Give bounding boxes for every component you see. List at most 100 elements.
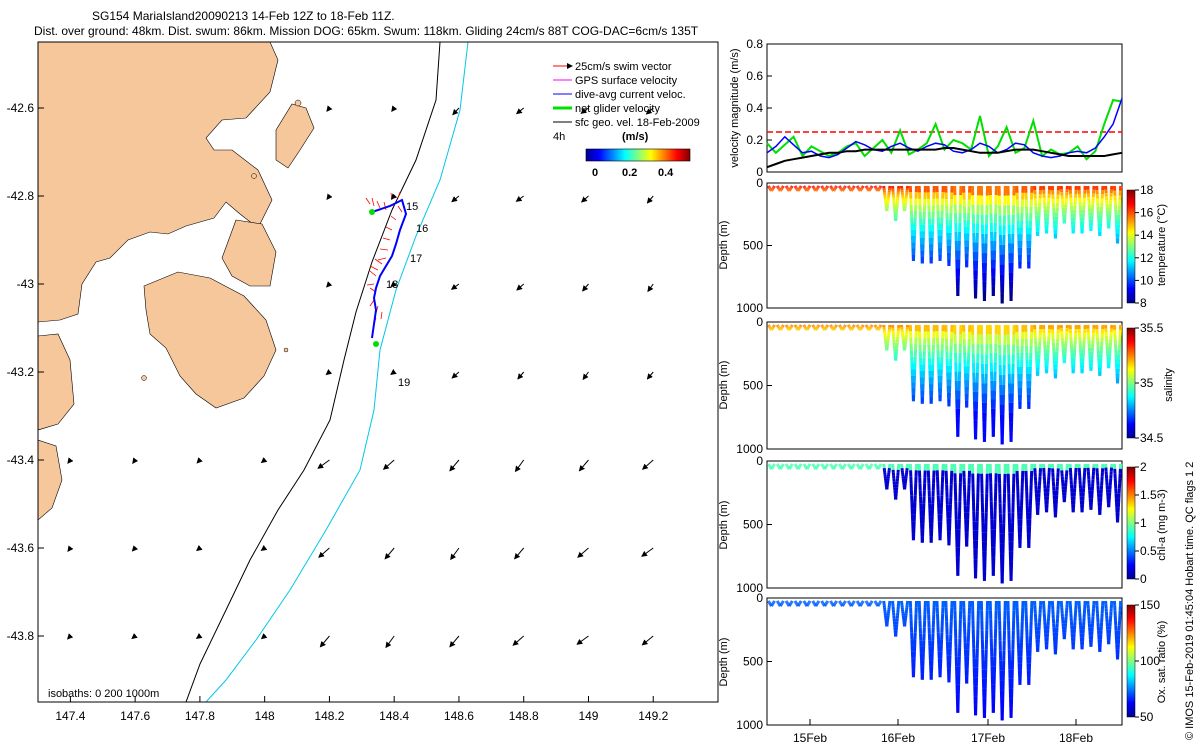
- oxygen-panel: Depth (m) Ox. sat. ratio (%) 05001000501…: [718, 591, 1168, 745]
- chla-panel: Depth (m) chl-a (mg m-3) 0500100000.511.…: [718, 454, 1168, 595]
- map-xtick-label: 148.2: [314, 709, 344, 723]
- time-xtick-label: 17Feb: [971, 731, 1005, 745]
- day-label-17: 17: [410, 253, 422, 265]
- oxygen-ylabel: Depth (m): [718, 638, 730, 687]
- oxygen-colorbar: [1127, 605, 1135, 717]
- day-label-18: 18: [386, 279, 398, 291]
- side-credit: © IMOS 15-Feb-2019 01:45:04 Hobart time.…: [1184, 462, 1196, 740]
- depth-ytick-label: 0: [756, 591, 763, 605]
- time-xtick-label: 16Feb: [881, 731, 915, 745]
- day-label-16: 16: [416, 223, 428, 235]
- salinity-clabel: salinity: [1163, 368, 1175, 402]
- net-glider-speed-line: [767, 100, 1122, 159]
- chla-colorbar: [1127, 467, 1135, 579]
- chla-ylabel: Depth (m): [718, 501, 730, 550]
- depth-ytick-label: 0: [756, 176, 763, 190]
- map-panel: 15 16 17 18 19 isobaths: 0 200 1000m 147…: [7, 42, 718, 723]
- dive-profiles: [768, 186, 1120, 304]
- colorbar-tick-2: 0.4: [658, 167, 674, 179]
- map-xtick-label: 148.6: [444, 709, 474, 723]
- depth-ytick-label: 500: [743, 239, 763, 253]
- colorbar-tick-label: 16: [1140, 206, 1154, 220]
- chla-clabel: chl-a (mg m-3): [1156, 489, 1168, 561]
- colorbar-tick-label: 100: [1140, 654, 1160, 668]
- map-xtick-label: 149: [578, 709, 598, 723]
- chla-frame: [767, 461, 1122, 588]
- colorbar-tick-label: 35: [1140, 376, 1154, 390]
- depth-ytick-label: 1000: [736, 301, 763, 315]
- temperature-panel: Depth (m) temperature (°C) 0 500 1000 8 10 12…: [718, 176, 1168, 315]
- depth-ytick-label: 0: [756, 315, 763, 329]
- islet-3: [142, 376, 147, 381]
- colorbar-tick-label: 10: [1140, 273, 1154, 287]
- temperature-colorbar: [1127, 190, 1135, 303]
- temperature-clabel: temperature (°C): [1156, 204, 1168, 286]
- colorbar-tick-label: 0: [1140, 572, 1147, 586]
- colorbar-tick-label: 1: [1140, 516, 1147, 530]
- salinity-frame: [767, 322, 1122, 449]
- title-line-1: SG154 MariaIsland20090213 14-Feb 12Z to …: [92, 9, 395, 23]
- colorbar-tick-label: 50: [1140, 710, 1154, 724]
- speed-colorbar: [586, 149, 690, 161]
- map-xtick-label: 147.6: [120, 709, 150, 723]
- dive-profiles: [768, 325, 1120, 444]
- speed-ytick-label: 0.8: [746, 37, 763, 51]
- islet-1: [295, 100, 301, 106]
- speed-panel: velocity magnitude (m/s) 00.20.40.60.8: [729, 37, 1122, 179]
- map-ytick-label: -43: [17, 277, 35, 291]
- legend-swim-label: 25cm/s swim vector: [575, 61, 672, 73]
- title-line-2: Dist. over ground: 48km. Dist. swum: 86k…: [34, 24, 699, 38]
- salinity-ylabel: Depth (m): [718, 361, 730, 410]
- isobaths-label: isobaths: 0 200 1000m: [48, 688, 159, 700]
- time-xtick-label: 18Feb: [1059, 731, 1093, 745]
- colorbar-tick-0: 0: [592, 167, 598, 179]
- time-xtick-label: 15Feb: [793, 731, 827, 745]
- colorbar-tick-label: 12: [1140, 251, 1154, 265]
- track-end-marker: [373, 341, 379, 347]
- oxygen-frame: [767, 598, 1122, 725]
- map-xtick-label: 149.2: [638, 709, 668, 723]
- legend-dac-label: dive-avg current veloc.: [575, 89, 686, 101]
- map-xtick-label: 148.4: [379, 709, 409, 723]
- day-label-19: 19: [398, 377, 410, 389]
- depth-ytick-label: 1000: [736, 718, 763, 732]
- day-label-15: 15: [406, 201, 418, 213]
- dive-profiles: [768, 464, 1120, 583]
- depth-ytick-label: 500: [743, 379, 763, 393]
- islet-4: [284, 348, 288, 352]
- speed-ytick-label: 0.2: [746, 133, 763, 147]
- map-ytick-label: -42.8: [7, 189, 35, 203]
- track-start-marker: [369, 209, 375, 215]
- map-xtick-label: 148: [255, 709, 275, 723]
- map-ytick-label: -43.6: [7, 541, 35, 555]
- colorbar-tick-label: 1.5: [1140, 488, 1157, 502]
- legend-interval-label: 4h: [553, 131, 565, 143]
- colorbar-tick-label: 14: [1140, 228, 1154, 242]
- speed-ytick-label: 0.4: [746, 101, 763, 115]
- colorbar-tick-label: 35.5: [1140, 321, 1164, 335]
- colorbar-tick-label: 8: [1140, 296, 1147, 310]
- speed-ylabel: velocity magnitude (m/s): [729, 48, 741, 167]
- temperature-ylabel: Depth (m): [718, 221, 730, 270]
- map-ytick-label: -43.4: [7, 453, 35, 467]
- colorbar-tick-label: 18: [1140, 183, 1154, 197]
- speed-ytick-label: 0.6: [746, 69, 763, 83]
- colorbar-tick-1: 0.2: [622, 167, 637, 179]
- colorbar-tick-label: 150: [1140, 598, 1160, 612]
- colorbar-tick-label: 34.5: [1140, 431, 1164, 445]
- depth-ytick-label: 500: [743, 518, 763, 532]
- map-ytick-label: -43.2: [7, 365, 35, 379]
- legend-geo-label: sfc geo. vel. 18-Feb-2009: [575, 117, 700, 129]
- depth-ytick-label: 500: [743, 655, 763, 669]
- dive-profiles: [768, 601, 1120, 720]
- colorbar-tick-label: 2: [1140, 460, 1147, 474]
- legend-net-label: net glider velocity: [575, 103, 660, 115]
- map-ytick-label: -42.6: [7, 101, 35, 115]
- map-ytick-label: -43.8: [7, 629, 35, 643]
- salinity-colorbar: [1127, 328, 1135, 438]
- legend-gps-label: GPS surface velocity: [575, 75, 678, 87]
- colorbar-title: (m/s): [622, 131, 649, 143]
- colorbar-tick-label: 0.5: [1140, 544, 1157, 558]
